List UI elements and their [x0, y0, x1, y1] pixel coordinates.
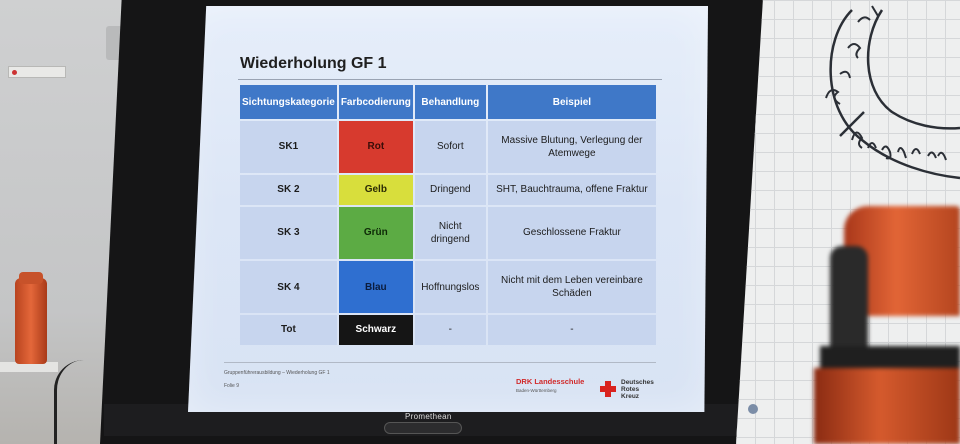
example-cell: SHT, Bauchtrauma, offene Fraktur [487, 175, 656, 205]
logo-name: DRK Landesschule [516, 377, 585, 386]
category-cell: Tot [240, 315, 337, 345]
footer-page: Folie 9 [224, 383, 240, 389]
category-cell: SK1 [240, 121, 337, 174]
slide-title: Wiederholung GF 1 [240, 55, 387, 72]
treatment-cell: - [414, 315, 486, 345]
red-cross-logo: Deutsches Rotes Kreuz [600, 379, 662, 405]
example-cell: - [487, 315, 656, 345]
header-example: Beispiel [487, 85, 656, 119]
color-cell: Rot [338, 121, 413, 174]
color-cell: Schwarz [338, 315, 413, 345]
table-row: Tot Schwarz - - [240, 315, 656, 345]
color-cell: Grün [338, 206, 413, 260]
red-cross-line: Kreuz [621, 393, 640, 401]
title-divider [238, 79, 662, 80]
example-cell: Massive Blutung, Verlegung der Atemwege [487, 121, 656, 174]
color-cell: Blau [338, 261, 413, 314]
table-row: SK1 Rot Sofort Massive Blutung, Verlegun… [240, 121, 656, 174]
header-category: Sichtungskategorie [240, 85, 337, 119]
example-cell: Geschlossene Fraktur [487, 206, 656, 260]
table-header-row: Sichtungskategorie Farbcodierung Behandl… [240, 85, 656, 119]
category-cell: SK 2 [240, 175, 337, 205]
cable [54, 360, 84, 444]
triage-table: Sichtungskategorie Farbcodierung Behandl… [238, 83, 658, 347]
category-cell: SK 4 [240, 261, 337, 314]
monitor-controls[interactable] [384, 422, 462, 434]
red-cross-text: Deutsches Rotes Kreuz [621, 379, 654, 400]
water-bottle-right [814, 206, 960, 444]
footer-course: Gruppenführerausbildung – Wiederholung G… [224, 370, 330, 376]
red-cross-line: Rotes [621, 386, 640, 394]
header-treatment: Behandlung [414, 85, 486, 119]
logo-subtitle: Baden-Württemberg [516, 388, 557, 393]
table-row: SK 4 Blau Hoffnungslos Nicht mit dem Leb… [240, 261, 656, 314]
shelf [0, 362, 58, 372]
treatment-cell: Hoffnungslos [414, 261, 486, 314]
monitor-brand: Promethean [405, 412, 452, 421]
footer-divider [224, 362, 656, 363]
drk-landesschule-logo: DRK Landesschule Baden-Württemberg [516, 375, 586, 401]
treatment-cell: Dringend [414, 175, 486, 205]
flipchart-drawing [825, 5, 960, 180]
wall-fixture [8, 66, 66, 78]
flipchart-magnet [748, 404, 758, 414]
color-cell: Gelb [338, 175, 413, 205]
example-cell: Nicht mit dem Leben vereinbare Schäden [487, 261, 656, 314]
treatment-cell: Nicht dringend [414, 206, 486, 260]
water-bottle-left [15, 272, 47, 364]
table-row: SK 2 Gelb Dringend SHT, Bauchtrauma, off… [240, 175, 656, 205]
category-cell: SK 3 [240, 206, 337, 260]
red-cross-icon [600, 381, 616, 397]
red-cross-line: Deutsches [621, 379, 654, 386]
header-color: Farbcodierung [338, 85, 413, 119]
treatment-cell: Sofort [414, 121, 486, 174]
table-row: SK 3 Grün Nicht dringend Geschlossene Fr… [240, 206, 656, 260]
